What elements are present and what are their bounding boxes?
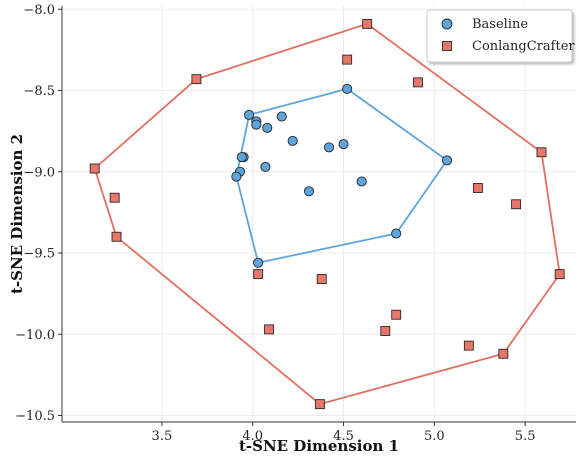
x-tick-label: 5.0 (424, 429, 445, 444)
point-baseline (253, 257, 264, 268)
y-ticks: −8.0 −8.5 −9.0 −9.5 −10.0 −10.5 (15, 3, 62, 424)
y-tick-label: −8.0 (23, 3, 55, 18)
point-baseline (276, 111, 287, 122)
legend-label-baseline: Baseline (472, 17, 528, 32)
y-tick-label: −9.5 (23, 247, 55, 262)
data-points (89, 18, 565, 410)
point-baseline (260, 161, 271, 172)
point-conlangcrafter (264, 324, 275, 335)
x-ticks: 3.5 4.0 4.5 5.0 5.5 (152, 422, 536, 444)
legend: Baseline ConlangCrafter (426, 9, 575, 63)
legend-marker-baseline (441, 18, 453, 30)
x-axis-title: t-SNE Dimension 1 (239, 437, 399, 455)
plot-background (62, 6, 576, 422)
point-conlangcrafter (472, 183, 483, 193)
x-tick-label: 4.0 (242, 429, 263, 444)
x-tick-label: 3.5 (152, 429, 173, 444)
legend-marker-conlangcrafter (442, 41, 452, 51)
y-tick-label: −10.5 (15, 409, 55, 424)
point-conlangcrafter (511, 199, 522, 210)
y-axis-title: t-SNE Dimension 2 (8, 134, 26, 294)
x-tick-label: 4.5 (333, 429, 354, 444)
point-conlangcrafter (89, 163, 100, 174)
point-conlangcrafter (536, 147, 547, 158)
point-conlangcrafter (253, 269, 264, 280)
point-conlangcrafter (362, 18, 373, 29)
point-conlangcrafter (316, 274, 327, 284)
point-conlangcrafter (314, 399, 325, 410)
point-baseline (338, 139, 349, 150)
point-conlangcrafter (109, 192, 120, 203)
point-conlangcrafter (463, 340, 474, 351)
point-baseline (231, 171, 242, 182)
point-conlangcrafter (391, 309, 402, 320)
point-baseline (356, 176, 367, 187)
point-conlangcrafter (554, 269, 565, 280)
grid-lines (62, 6, 576, 422)
point-baseline (391, 228, 402, 239)
legend-label-conlangcrafter: ConlangCrafter (472, 39, 575, 54)
point-baseline (342, 83, 353, 94)
point-baseline (303, 186, 315, 197)
x-tick-label: 5.5 (515, 429, 536, 444)
point-baseline (441, 155, 453, 166)
y-tick-label: −9.0 (23, 165, 55, 180)
point-conlangcrafter (380, 326, 391, 336)
point-baseline (236, 152, 247, 163)
point-conlangcrafter (191, 74, 202, 85)
point-baseline (262, 122, 273, 133)
point-baseline (323, 142, 335, 153)
point-baseline (251, 119, 262, 130)
axes (61, 6, 576, 423)
point-conlangcrafter (413, 77, 423, 88)
point-baseline (287, 135, 298, 146)
point-conlangcrafter (498, 348, 509, 359)
point-baseline (244, 109, 255, 120)
point-conlangcrafter (342, 54, 353, 65)
point-conlangcrafter (111, 231, 122, 242)
y-tick-label: −8.5 (23, 84, 55, 99)
y-tick-label: −10.0 (15, 328, 55, 343)
legend-box (426, 9, 573, 63)
